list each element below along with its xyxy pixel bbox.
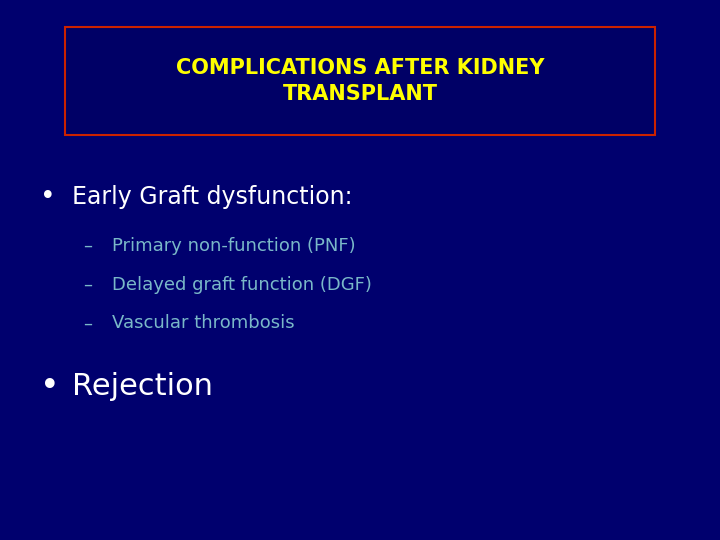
Text: Rejection: Rejection bbox=[72, 372, 213, 401]
FancyBboxPatch shape bbox=[65, 27, 655, 135]
Text: •: • bbox=[40, 184, 55, 210]
Text: –: – bbox=[83, 237, 92, 255]
Text: Early Graft dysfunction:: Early Graft dysfunction: bbox=[72, 185, 353, 209]
Text: –: – bbox=[83, 314, 92, 333]
Text: Vascular thrombosis: Vascular thrombosis bbox=[112, 314, 294, 333]
Text: Primary non-function (PNF): Primary non-function (PNF) bbox=[112, 237, 355, 255]
Text: –: – bbox=[83, 275, 92, 294]
Text: •: • bbox=[40, 369, 59, 403]
Text: COMPLICATIONS AFTER KIDNEY
TRANSPLANT: COMPLICATIONS AFTER KIDNEY TRANSPLANT bbox=[176, 58, 544, 104]
Text: Delayed graft function (DGF): Delayed graft function (DGF) bbox=[112, 275, 372, 294]
